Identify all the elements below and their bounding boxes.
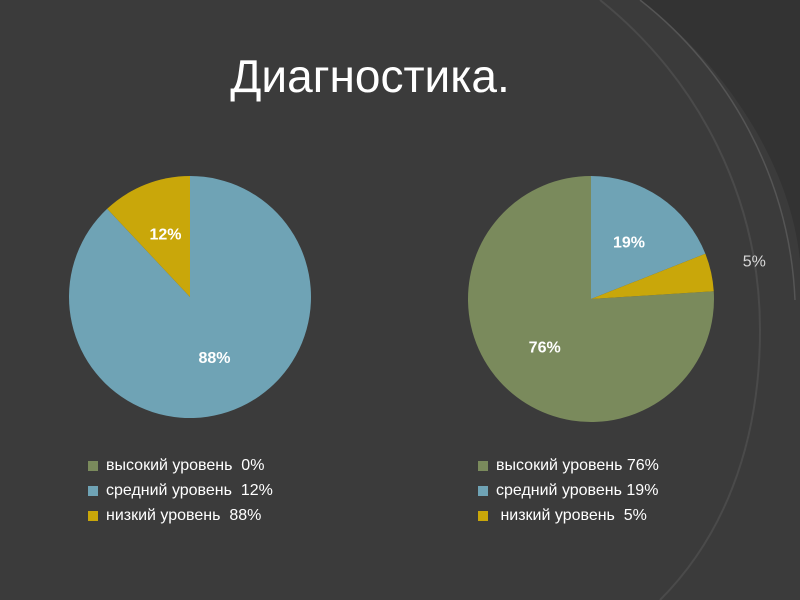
data-label: 88% (198, 350, 230, 367)
pie-slice (68, 176, 311, 418)
legend-swatch (478, 486, 488, 496)
legend-swatch (478, 511, 488, 521)
data-label: 76% (529, 340, 561, 357)
decoration (640, 0, 800, 260)
pie-slice (107, 176, 190, 297)
legend-label: средний уровень 19% (496, 482, 658, 499)
legend-swatch (88, 461, 98, 471)
pie-slice (591, 176, 706, 299)
data-label: 5% (743, 254, 766, 271)
data-label: 19% (613, 234, 645, 251)
data-label: 12% (149, 226, 181, 243)
legend-label: высокий уровень 76% (496, 457, 659, 474)
pie-slice (591, 253, 714, 299)
legend-swatch (88, 486, 98, 496)
legend-swatch (88, 511, 98, 521)
legend-label: низкий уровень 5% (496, 507, 647, 524)
decoration (639, 0, 796, 301)
legend-label: низкий уровень 88% (106, 507, 261, 524)
legend-label: высокий уровень 0% (106, 457, 264, 474)
decoration (599, 0, 762, 600)
title: Диагностика. (230, 50, 509, 102)
legend-swatch (478, 461, 488, 471)
legend-label: средний уровень 12% (106, 482, 273, 499)
